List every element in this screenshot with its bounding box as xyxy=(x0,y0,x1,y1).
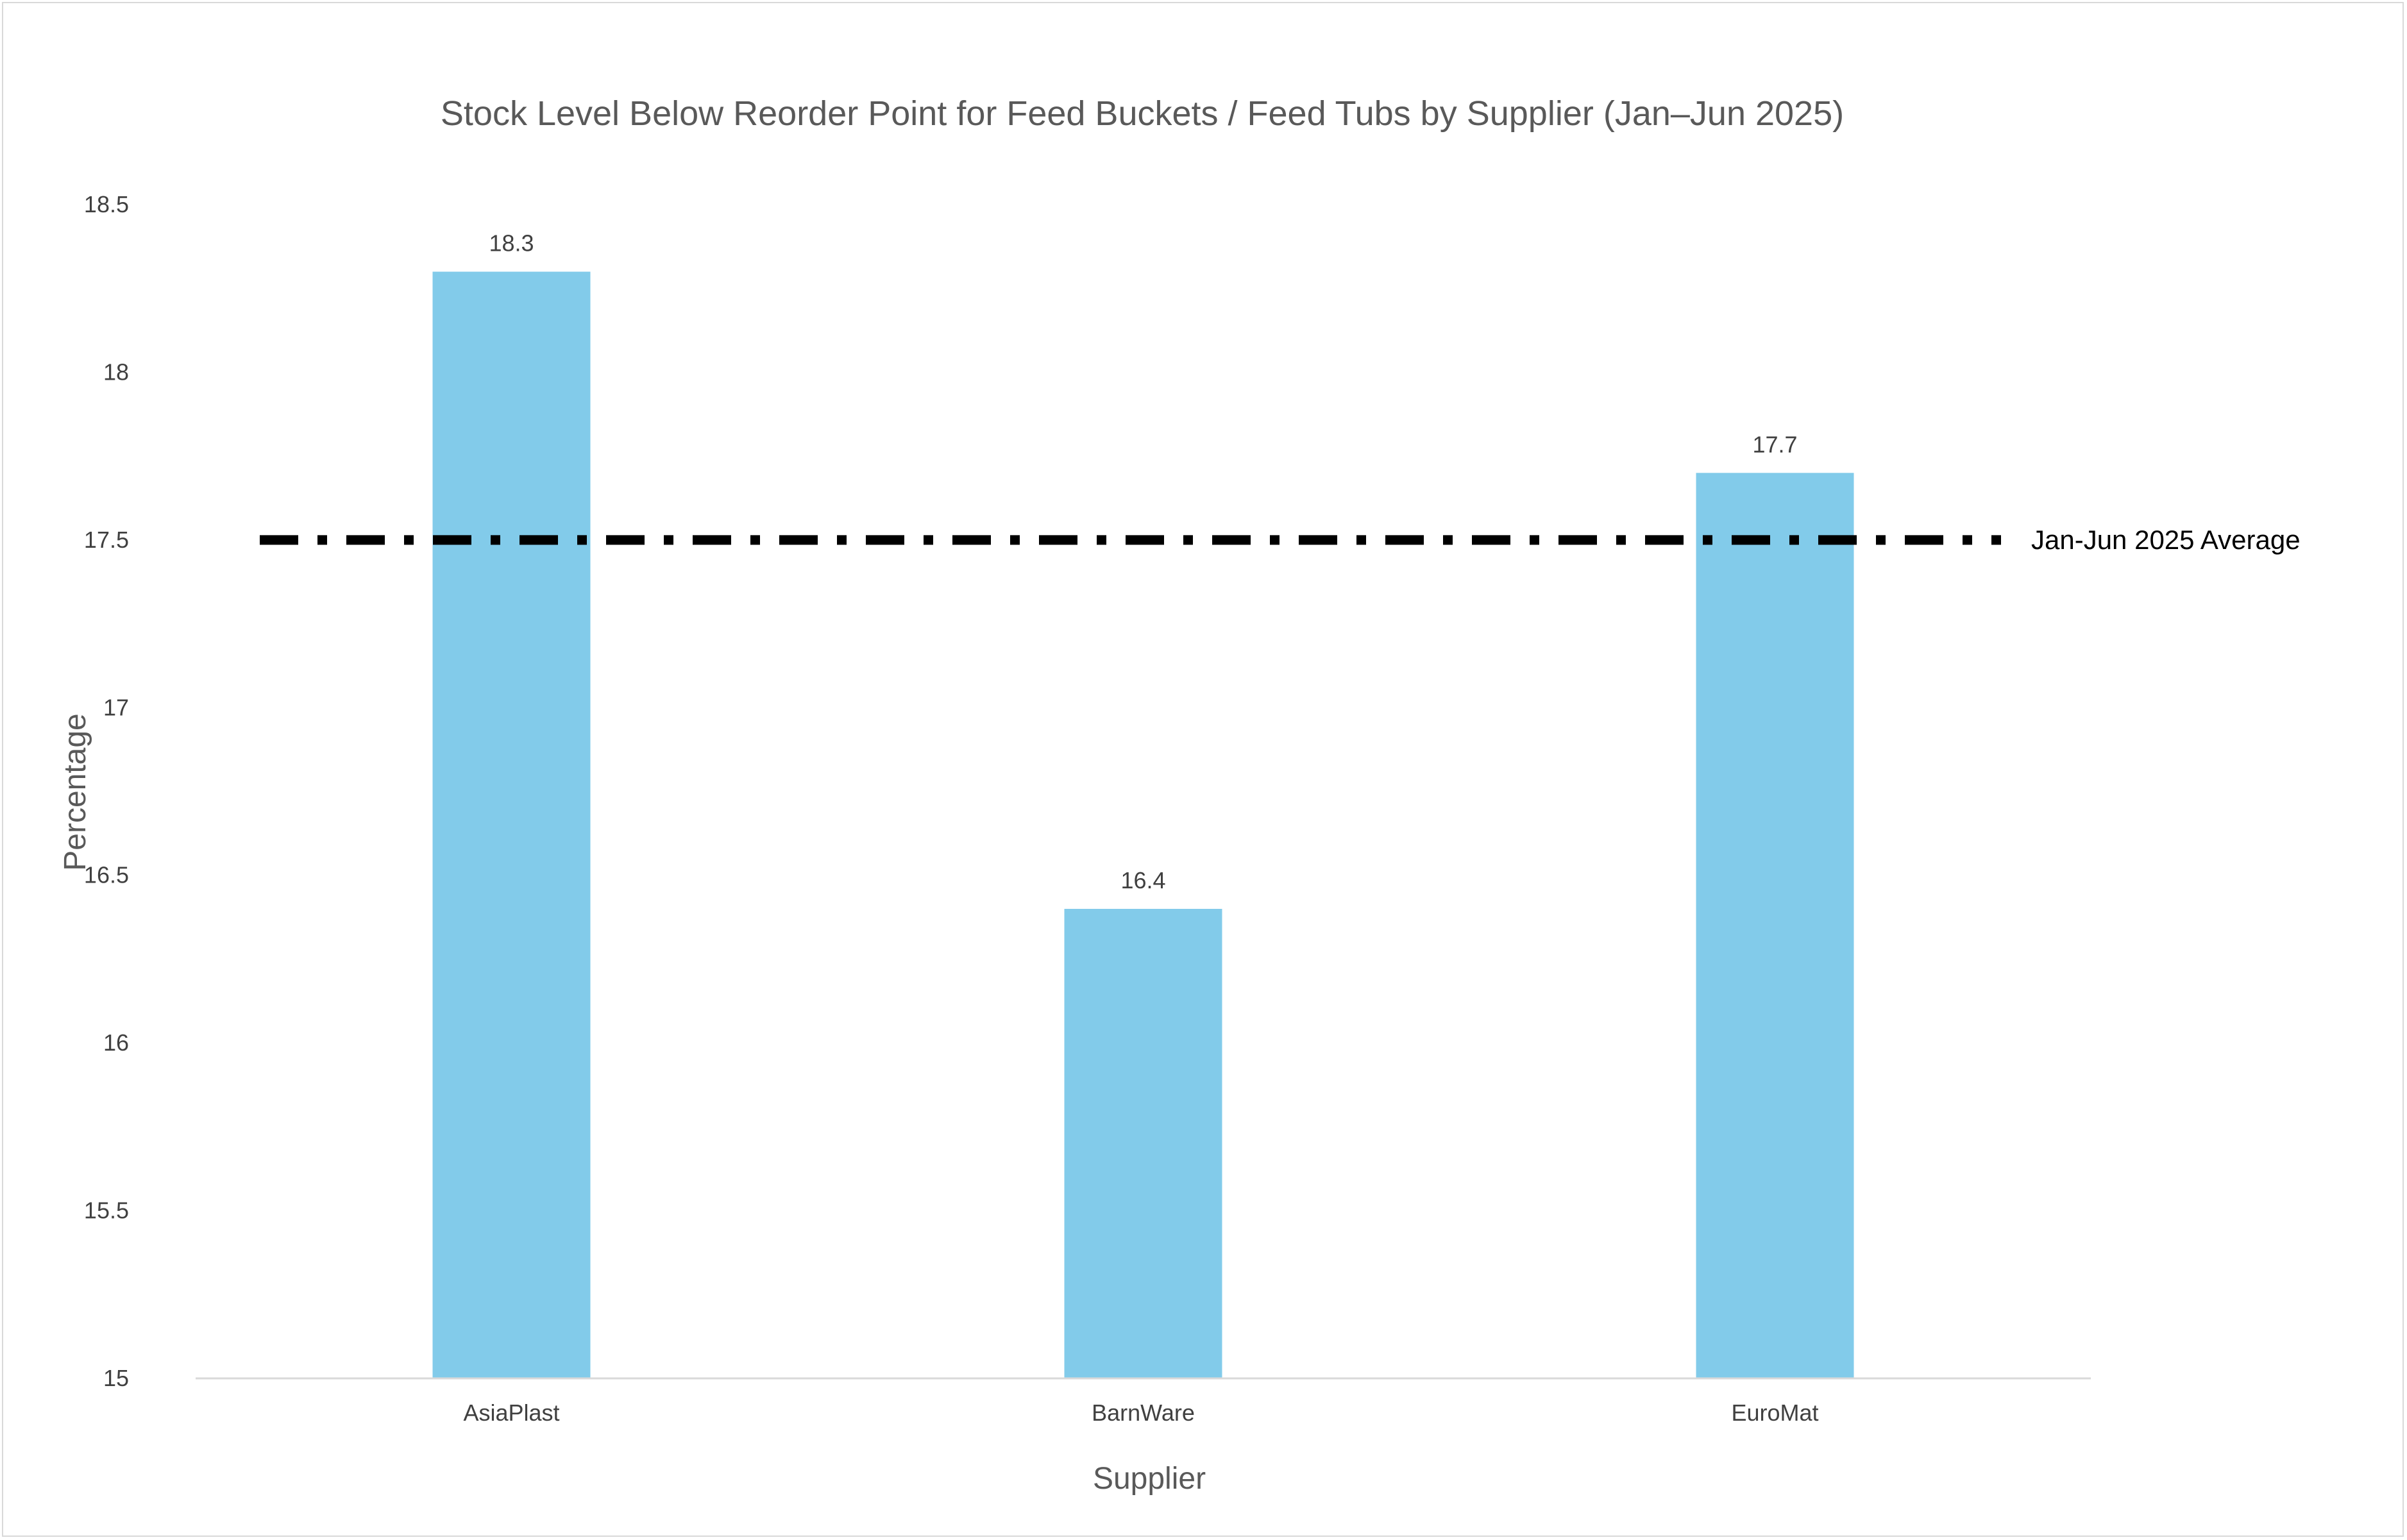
bar-euromat xyxy=(1696,473,1854,1379)
x-tick-label: BarnWare xyxy=(1092,1400,1195,1426)
y-tick-label: 18.5 xyxy=(84,191,129,217)
x-axis-title: Supplier xyxy=(1093,1462,1206,1496)
y-tick-label: 16.5 xyxy=(84,862,129,888)
bar-barnware xyxy=(1064,909,1222,1378)
y-tick-label: 18 xyxy=(103,359,129,385)
data-label: 17.7 xyxy=(1752,431,1797,457)
y-tick-label: 17 xyxy=(103,694,129,720)
x-axis-ticks: AsiaPlast BarnWare EuroMat xyxy=(463,1400,1818,1426)
y-axis-ticks: 15 15.5 16 16.5 17 17.5 18 18.5 xyxy=(84,191,129,1391)
y-tick-label: 15.5 xyxy=(84,1197,129,1224)
data-label: 18.3 xyxy=(489,230,534,257)
x-tick-label: AsiaPlast xyxy=(463,1400,559,1426)
data-labels: 18.3 16.4 17.7 xyxy=(489,230,1797,893)
chart-title: Stock Level Below Reorder Point for Feed… xyxy=(441,94,1844,133)
y-tick-label: 16 xyxy=(103,1029,129,1056)
bars xyxy=(432,271,1854,1379)
average-reference-label: Jan-Jun 2025 Average xyxy=(2031,525,2301,555)
y-tick-label: 17.5 xyxy=(84,527,129,553)
data-label: 16.4 xyxy=(1120,867,1165,893)
bar-asiaplast xyxy=(432,271,591,1379)
y-axis-title: Percentage xyxy=(58,713,92,871)
bar-chart: Stock Level Below Reorder Point for Feed… xyxy=(58,94,2301,1496)
y-tick-label: 15 xyxy=(103,1365,129,1391)
x-tick-label: EuroMat xyxy=(1731,1400,1818,1426)
